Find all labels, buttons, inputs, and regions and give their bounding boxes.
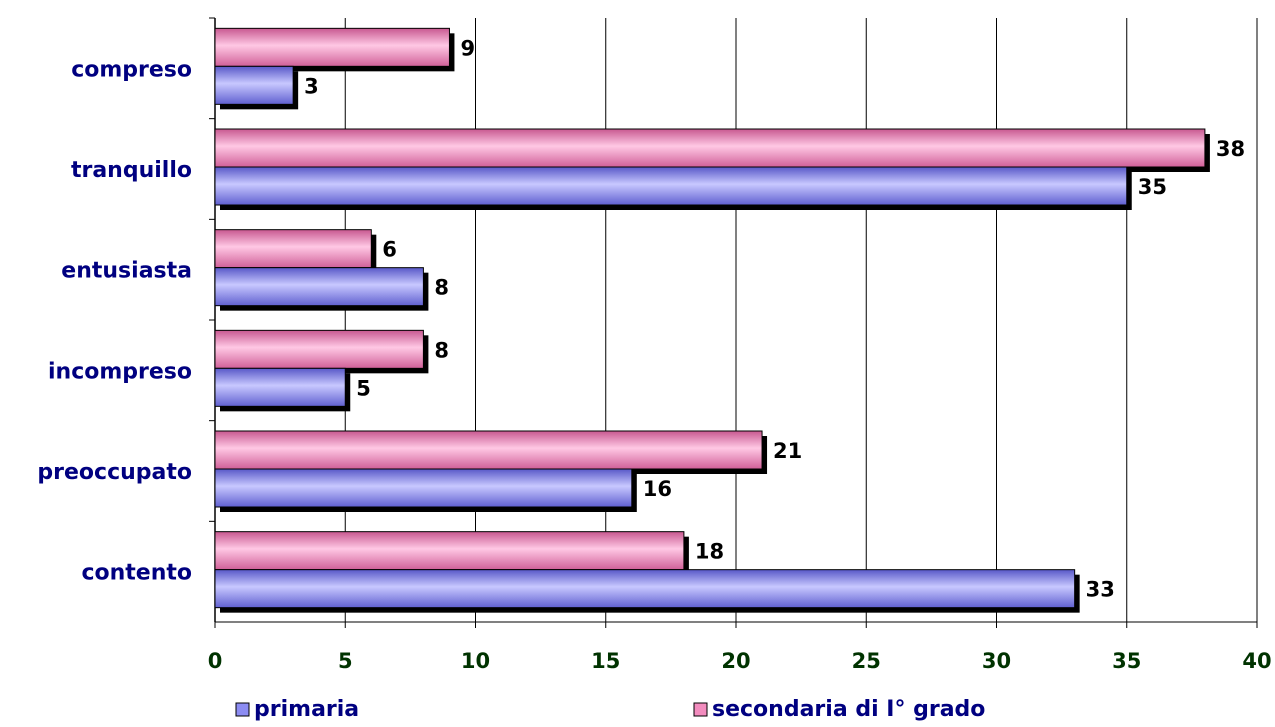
bar-secondaria-entusiasta [214, 229, 372, 269]
data-label-primaria-compreso: 3 [304, 74, 319, 98]
data-label-secondaria-compreso: 9 [460, 36, 475, 60]
labels: contento preoccupato incompreso entusiasta t… [37, 36, 1245, 601]
bar-secondaria-incompreso [214, 329, 424, 369]
legend-swatch-primaria [235, 702, 250, 717]
bar-primaria-entusiasta [214, 267, 424, 307]
bar-primaria-preoccupato [214, 468, 633, 508]
data-label-primaria-contento: 33 [1086, 578, 1115, 602]
data-label-secondaria-incompreso: 8 [434, 338, 449, 362]
category-label-contento: contento [81, 561, 192, 586]
bars [214, 27, 1210, 613]
x-tick-label: 5 [338, 649, 353, 673]
x-tick-label: 0 [208, 649, 223, 673]
bar-secondaria-compreso [214, 27, 450, 67]
bar-secondaria-contento [214, 531, 685, 571]
x-tick-label: 35 [1112, 649, 1141, 673]
legend-swatch-secondaria [693, 702, 708, 717]
bar-primaria-incompreso [214, 367, 346, 407]
data-label-primaria-tranquillo: 35 [1138, 175, 1167, 199]
category-label-entusiasta: entusiasta [61, 259, 192, 284]
data-label-primaria-incompreso: 5 [356, 376, 371, 400]
x-tick-label: 10 [461, 649, 490, 673]
category-label-compreso: compreso [71, 57, 192, 82]
data-label-secondaria-contento: 18 [695, 540, 724, 564]
bar-primaria-tranquillo [214, 166, 1128, 206]
x-tick-label: 20 [721, 649, 750, 673]
category-label-tranquillo: tranquillo [71, 158, 192, 183]
bar-secondaria-tranquillo [214, 128, 1206, 168]
legend-label-primaria: primaria [254, 697, 359, 722]
data-label-primaria-preoccupato: 16 [643, 477, 672, 501]
legend: primaria secondaria di I° grado [235, 697, 985, 722]
x-tick-label: 25 [852, 649, 881, 673]
axes: 0 5 10 15 20 25 30 35 40 [208, 17, 1272, 673]
category-label-preoccupato: preoccupato [37, 460, 192, 485]
data-label-secondaria-tranquillo: 38 [1216, 137, 1245, 161]
legend-label-secondaria: secondaria di I° grado [712, 697, 985, 722]
bar-secondaria-preoccupato [214, 430, 763, 470]
bar-primaria-compreso [214, 65, 294, 105]
data-label-secondaria-preoccupato: 21 [773, 439, 802, 463]
category-label-incompreso: incompreso [48, 359, 192, 384]
x-tick-label: 40 [1242, 649, 1271, 673]
data-label-primaria-entusiasta: 8 [434, 276, 449, 300]
x-tick-label: 15 [591, 649, 620, 673]
x-tick-label: 30 [982, 649, 1011, 673]
bar-primaria-contento [214, 569, 1076, 609]
data-label-secondaria-entusiasta: 6 [382, 238, 397, 262]
grid-lines [344, 18, 1258, 622]
